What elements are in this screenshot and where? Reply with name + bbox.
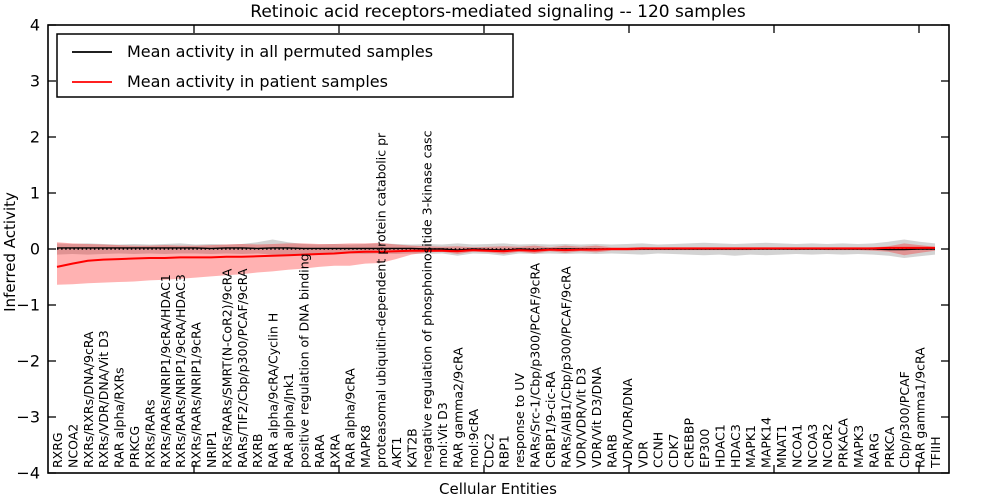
x-tick-label: MAPK3 xyxy=(851,425,866,468)
x-tick-label: AKT1 xyxy=(389,437,404,468)
y-tick-label: 4 xyxy=(30,16,40,35)
y-tick-label: 2 xyxy=(30,128,40,147)
y-tick-label: 3 xyxy=(30,72,40,91)
x-tick-label: CRBP1/9-cic-RA xyxy=(543,371,558,468)
x-tick-label: CREBBP xyxy=(682,418,697,468)
x-tick-label: TFIIH xyxy=(928,436,943,469)
x-tick-label: HDAC1 xyxy=(712,424,727,468)
patient-mean-line xyxy=(56,246,935,268)
x-tick-label: PRKCA xyxy=(882,427,897,468)
y-tick-label: 0 xyxy=(30,240,40,259)
x-tick-label: RARs/Src-1/Cbp/p300/PCAF/9cRA xyxy=(528,262,543,468)
x-tick-label: PRKCG xyxy=(127,426,142,468)
x-tick-label: RXRs/RARs/NRIP1/9cRA xyxy=(189,322,204,468)
x-tick-label: VDR/VDR/Vit D3 xyxy=(574,368,589,468)
x-tick-label: NCOR2 xyxy=(820,423,835,468)
x-tick-label: RXRG xyxy=(50,432,65,468)
x-tick-label: PRKACA xyxy=(836,418,851,468)
x-tick-label: RAR alpha/9cRA xyxy=(343,368,358,468)
x-tick-label: RXRs/RARs/NRIP1/9cRA/HDAC1 xyxy=(158,274,173,468)
x-tick-label: MAPK14 xyxy=(759,417,774,468)
confidence-bands xyxy=(57,239,935,285)
x-tick-label: RAR alpha/9cRA/Cyclin H xyxy=(266,313,281,468)
y-tick-labels: −4 −3 −2 −1 0 1 2 3 4 xyxy=(16,16,40,483)
x-tick-label: VDR xyxy=(635,441,650,468)
x-tick-label: MAPK8 xyxy=(358,425,373,468)
legend-label-patient: Mean activity in patient samples xyxy=(127,72,388,91)
x-tick-label: RARG xyxy=(866,433,881,468)
x-tick-label: RXRs/VDR/DNA/Vit D3 xyxy=(96,330,111,468)
x-tick-label: CDK7 xyxy=(666,433,681,468)
chart-title: Retinoic acid receptors-mediated signali… xyxy=(250,2,746,22)
legend-box xyxy=(56,33,514,98)
x-tick-label: NCOA1 xyxy=(789,424,804,468)
x-tick-label: CDC2 xyxy=(481,433,496,468)
x-tick-label: MNAT1 xyxy=(774,425,789,468)
x-tick-label: response to UV xyxy=(512,373,527,468)
x-tick-label: KAT2B xyxy=(404,428,419,468)
x-tick-label: RXRs/RARs/SMRT(N-CoR2)/9cRA xyxy=(219,268,234,468)
x-tick-label: HDAC3 xyxy=(728,424,743,468)
x-tick-label: NCOA3 xyxy=(805,424,820,468)
y-axis-label: Inferred Activity xyxy=(1,192,19,312)
x-tick-label: RXRs/RXRs/DNA/9cRA xyxy=(81,331,96,468)
x-tick-label: RARs/AIB1/Cbp/p300/PCAF/9cRA xyxy=(558,266,573,468)
x-tick-label: RXRs/RARs/NRIP1/9cRA/HDAC3 xyxy=(173,274,188,468)
y-tick-label: −4 xyxy=(16,464,40,483)
x-axis-label: Cellular Entities xyxy=(439,480,557,498)
x-tick-label: negative regulation of phosphoinositide … xyxy=(420,130,435,468)
y-tick-label: 1 xyxy=(30,184,40,203)
y-tick-label: −1 xyxy=(16,296,40,315)
x-tick-label: RARA xyxy=(312,434,327,468)
x-tick-label: positive regulation of DNA binding xyxy=(297,253,312,468)
x-tick-label: RAR alpha/RXRs xyxy=(112,367,127,468)
patient-std-band xyxy=(57,242,935,285)
x-tick-label: mol:Vit D3 xyxy=(435,402,450,468)
x-tick-label: CCNH xyxy=(651,432,666,468)
x-tick-label: proteasomal ubiquitin-dependent protein … xyxy=(374,132,389,468)
series-lines xyxy=(56,246,935,268)
axes-and-ticks xyxy=(47,24,950,474)
x-tick-label: mol:9cRA xyxy=(466,408,481,468)
x-tick-label: NRIP1 xyxy=(204,431,219,468)
x-tick-label: NCOA2 xyxy=(65,424,80,468)
legend: Mean activity in all permuted samples Me… xyxy=(56,33,514,98)
x-tick-label: RXRs/RARs xyxy=(142,399,157,468)
legend-label-permuted: Mean activity in all permuted samples xyxy=(127,42,433,61)
x-tick-label: Cbp/p300/PCAF xyxy=(897,371,912,468)
x-tick-label: RXRB xyxy=(250,433,265,468)
x-tick-labels: RXRG NCOA2 RXRs/RXRs/DNA/9cRA RXRs/VDR/DNA/… xyxy=(50,130,943,469)
y-tick-label: −3 xyxy=(16,408,40,427)
x-tick-label: EP300 xyxy=(697,429,712,468)
x-tick-label: RAR alpha/Jnk1 xyxy=(281,373,296,468)
x-tick-label: RXRA xyxy=(327,434,342,468)
x-tick-label: RARs/TIF2/Cbp/p300/PCAF/9cRA xyxy=(235,268,250,468)
x-tick-label: RBP1 xyxy=(497,435,512,468)
x-tick-label: RAR gamma1/9cRA xyxy=(913,347,928,468)
x-tick-label: VDR/Vit D3/DNA xyxy=(589,367,604,468)
x-tick-label: VDR/VDR/DNA xyxy=(620,378,635,468)
y-tick-label: −2 xyxy=(16,352,40,371)
x-tick-label: RAR gamma2/9cRA xyxy=(451,347,466,468)
x-tick-label: MAPK1 xyxy=(743,425,758,468)
x-tick-label: RARB xyxy=(605,434,620,468)
